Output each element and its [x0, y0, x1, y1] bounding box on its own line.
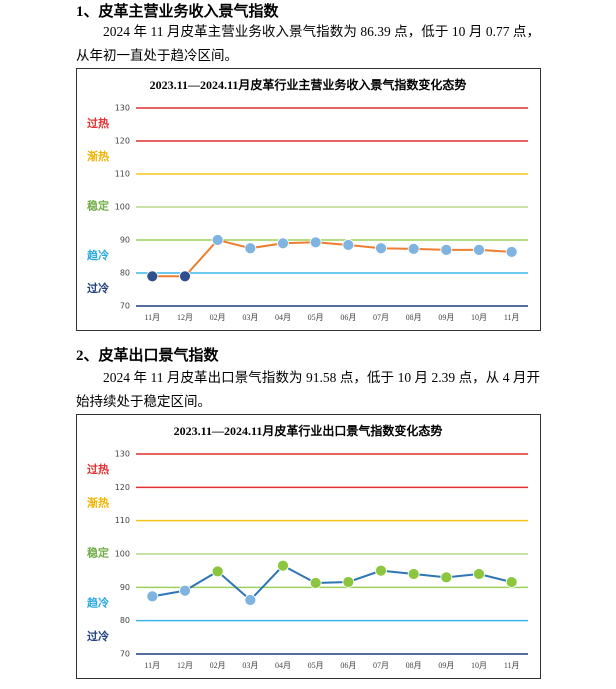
- x-tick-label: 06月: [340, 313, 356, 322]
- x-tick-label: 08月: [406, 661, 422, 670]
- x-tick-label: 10月: [471, 661, 487, 670]
- data-point: [211, 565, 224, 578]
- y-tick-label: 130: [115, 104, 130, 113]
- data-point: [146, 270, 159, 283]
- zone-label: 渐热: [87, 149, 109, 163]
- zone-label: 过冷: [87, 281, 109, 295]
- data-point: [407, 568, 420, 580]
- paragraph: 2024 年 11 月皮革出口景气指数为 91.58 点，低于 10 月 2.3…: [76, 370, 540, 409]
- data-point: [375, 564, 387, 577]
- y-tick-label: 70: [120, 302, 130, 311]
- x-tick-label: 03月: [242, 313, 258, 322]
- heading: 1、皮革主营业务收入景气指数: [76, 4, 279, 20]
- data-point: [211, 234, 224, 246]
- zone-label: 过热: [87, 116, 109, 130]
- data-point: [146, 590, 159, 603]
- y-tick-label: 120: [115, 483, 130, 492]
- x-tick-label: 08月: [406, 313, 422, 322]
- y-tick-label: 110: [115, 170, 130, 179]
- chart-title: 2023.11—2024.11月皮革行业主营业务收入景气指数变化态势: [150, 77, 467, 92]
- zone-label: 趋冷: [87, 248, 109, 262]
- chart: 2023.11—2024.11月皮革行业主营业务收入景气指数变化态势 70 80 90…: [76, 68, 541, 331]
- x-tick-label: 07月: [373, 661, 389, 670]
- y-tick-label: 110: [115, 516, 130, 525]
- x-tick-label: 12月: [177, 313, 193, 322]
- x-tick-label: 11月: [144, 661, 160, 670]
- data-point: [505, 576, 518, 588]
- x-tick-label: 07月: [373, 313, 389, 322]
- x-tick-label: 05月: [308, 313, 324, 322]
- zone-label: 过热: [87, 462, 109, 476]
- y-tick-label: 90: [120, 583, 130, 592]
- x-tick-label: 09月: [438, 313, 454, 322]
- x-tick-label: 12月: [177, 661, 193, 670]
- data-point: [473, 243, 485, 256]
- x-tick-label: 06月: [340, 661, 356, 670]
- y-tick-label: 70: [120, 650, 130, 659]
- data-line: [152, 238, 512, 278]
- x-tick-label: 11月: [504, 313, 520, 322]
- x-tick-label: 02月: [210, 661, 226, 670]
- x-tick-label: 04月: [275, 313, 291, 322]
- y-tick-label: 120: [115, 137, 130, 146]
- data-point: [244, 594, 257, 606]
- zone-label: 稳定: [87, 546, 109, 560]
- chart-title: 2023.11—2024.11月皮革行业出口景气指数变化态势: [174, 423, 443, 438]
- data-line: [152, 564, 512, 602]
- y-tick-label: 90: [120, 236, 130, 245]
- data-point: [440, 571, 453, 584]
- data-point: [440, 243, 453, 256]
- data-point: [309, 577, 322, 589]
- data-point: [375, 242, 387, 255]
- zone-label: 渐热: [87, 496, 109, 510]
- y-tick-label: 80: [120, 269, 130, 278]
- chart-border: [76, 414, 541, 679]
- data-point: [277, 237, 289, 250]
- zone-label: 趋冷: [87, 596, 109, 610]
- x-tick-label: 04月: [275, 661, 291, 670]
- zone-label: 过冷: [87, 629, 109, 643]
- data-point: [277, 559, 289, 572]
- chart-border: [76, 68, 541, 331]
- chart: 2023.11—2024.11月皮革行业出口景气指数变化态势 70 80 90 100 1…: [76, 414, 541, 679]
- x-tick-label: 03月: [242, 661, 258, 670]
- data-point: [505, 246, 518, 258]
- data-point: [244, 242, 257, 255]
- x-tick-label: 09月: [438, 661, 454, 670]
- data-point: [309, 236, 322, 249]
- x-tick-label: 05月: [308, 661, 324, 670]
- x-tick-label: 02月: [210, 313, 226, 322]
- data-point: [179, 584, 191, 597]
- y-tick-label: 80: [120, 616, 130, 625]
- y-tick-label: 100: [115, 550, 130, 559]
- y-tick-label: 100: [115, 203, 130, 212]
- data-point: [179, 270, 191, 283]
- data-point: [407, 243, 420, 255]
- y-tick-label: 130: [115, 450, 130, 459]
- x-tick-label: 10月: [471, 313, 487, 322]
- paragraph: 2024 年 11 月皮革主营业务收入景气指数为 86.39 点，低于 10 月…: [76, 24, 540, 63]
- zone-label: 稳定: [87, 199, 109, 213]
- data-point: [342, 576, 355, 588]
- heading: 2、皮革出口景气指数: [76, 348, 219, 364]
- x-tick-label: 11月: [504, 661, 520, 670]
- x-tick-label: 11月: [144, 313, 160, 322]
- data-point: [473, 568, 485, 580]
- data-point: [342, 239, 355, 251]
